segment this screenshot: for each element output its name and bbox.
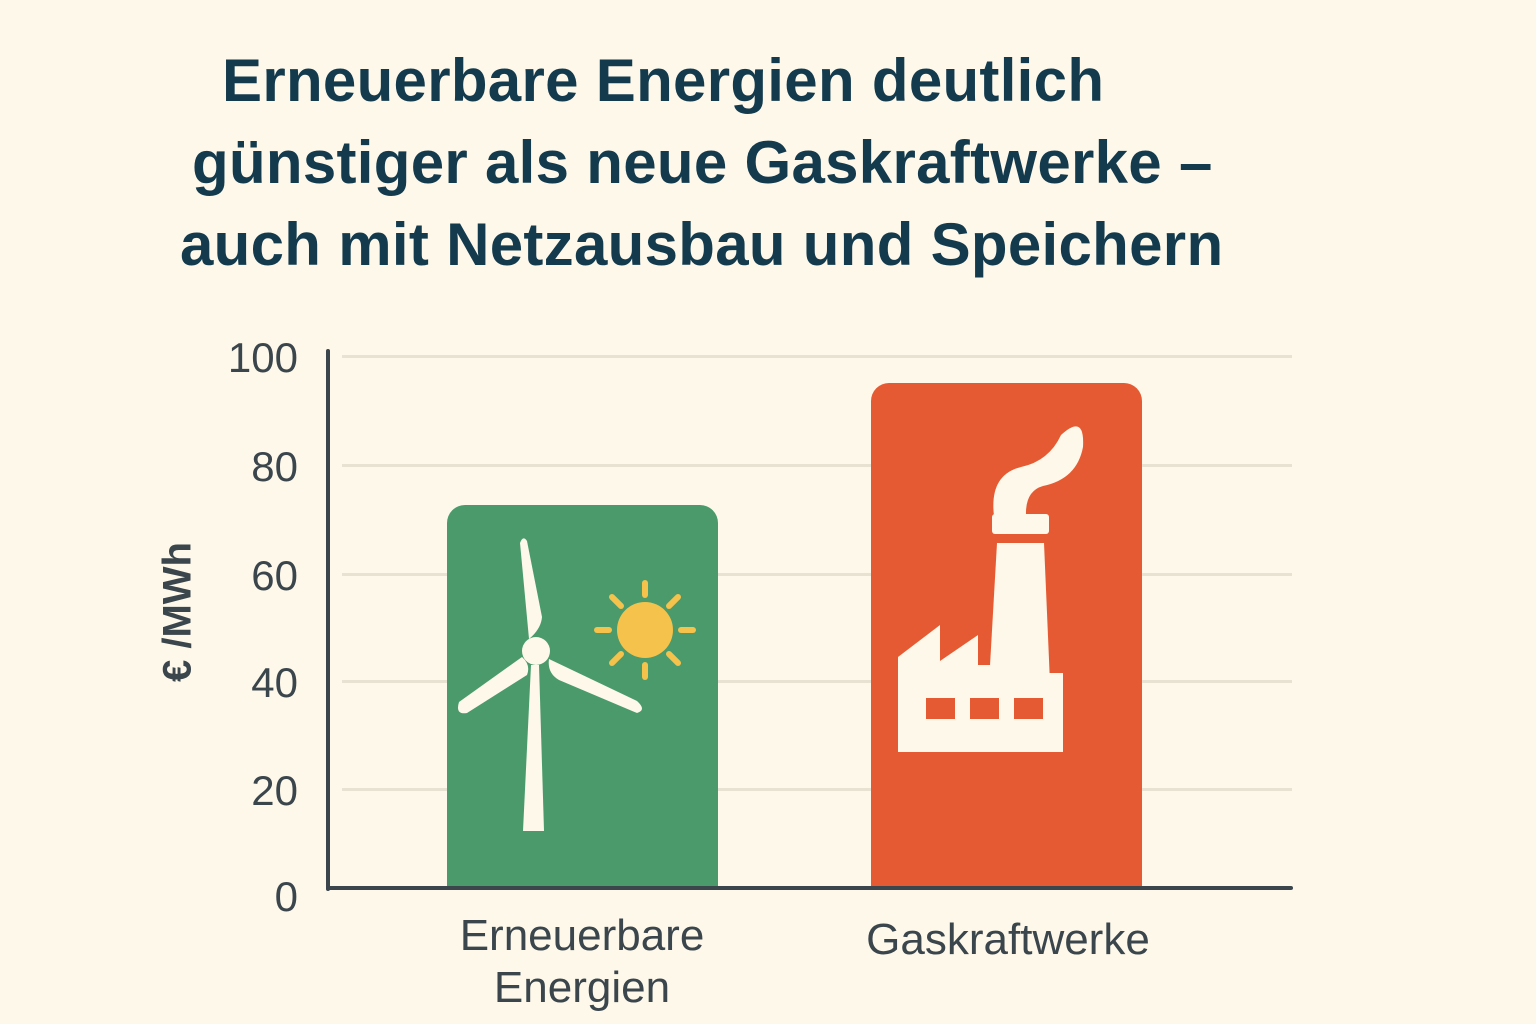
wind-turbine-sun-icon [458,538,696,831]
title-line-3: auch mit Netzausbau und Speichern [180,211,1224,278]
title-line-2: günstiger als neue Gaskraftwerke – [192,129,1213,196]
x-axis [326,886,1293,890]
ytick-80: 80 [251,443,298,490]
gridline-20 [342,788,1292,791]
ytick-20: 20 [251,767,298,814]
gridline-80 [342,464,1292,467]
x-label-line-2: Energien [493,963,671,1012]
gridline-60 [342,573,1292,576]
y-axis-label: € /MWh [155,542,200,682]
x-label-gaskraftwerke: Gaskraftwerke [798,914,1218,966]
ytick-100: 100 [227,334,298,381]
x-label-line-1: Erneuerbare [459,911,705,960]
title-line-1: Erneuerbare Energien deutlich [222,47,1105,114]
ytick-0: 0 [274,873,298,920]
y-axis [326,349,330,891]
x-label-erneuerbare: Erneuerbare Energien [372,910,792,1014]
gridline-100 [342,355,1292,358]
factory-icon [898,426,1084,752]
bar-erneuerbare-energien [447,505,718,888]
ytick-40: 40 [251,659,298,706]
x-label-line-1: Gaskraftwerke [866,915,1150,964]
gridline-40 [342,680,1292,683]
bar-gaskraftwerke [871,383,1142,888]
ytick-60: 60 [251,552,298,599]
